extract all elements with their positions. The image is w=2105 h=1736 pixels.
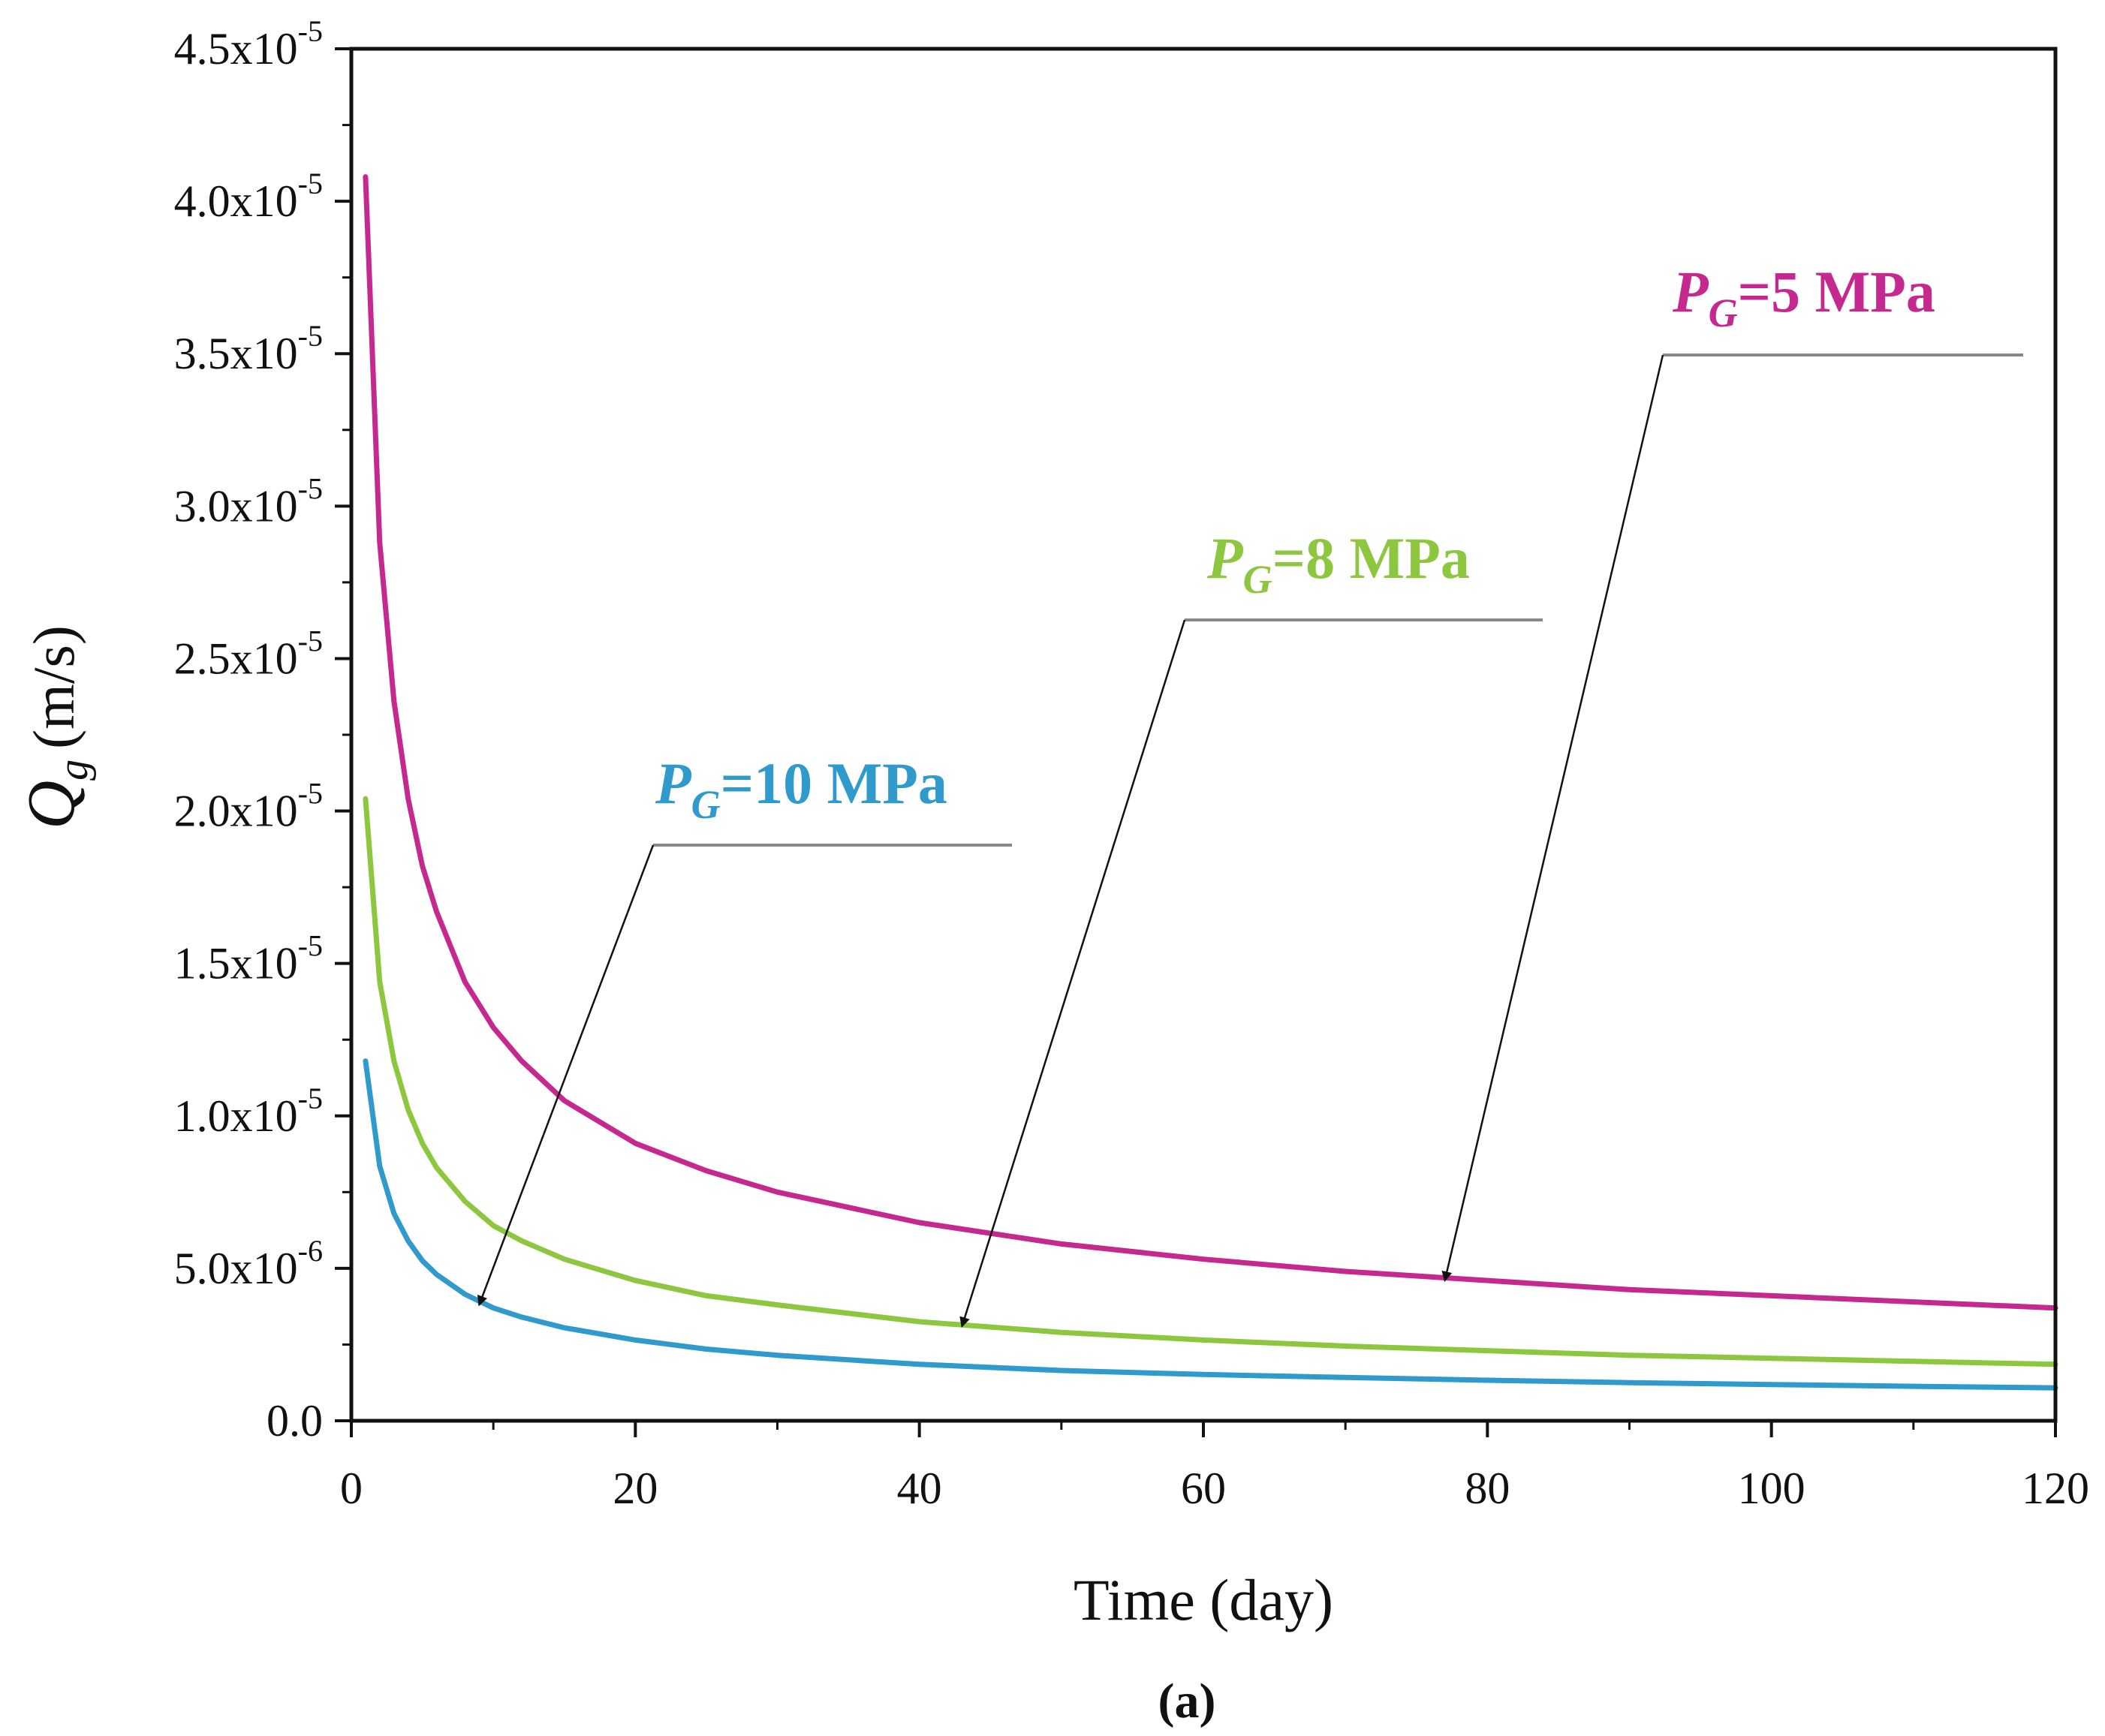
x-tick-label: 20 [613,1464,658,1513]
y-tick-exponent: -5 [298,929,323,963]
y-tick-mantissa: 3.0x10 [174,481,298,531]
series-line-3 [363,1058,2058,1391]
y-tick-mantissa: 2.5x10 [174,633,298,683]
y-tick-label: 2.5x10-5 [174,624,323,683]
annotation-label: PG=8 MPa [1206,525,1470,602]
series-line-2 [363,796,2058,1367]
y-tick-exponent: -5 [298,471,323,505]
y-tick-exponent: -5 [298,167,323,200]
annotation-arrow [959,619,1186,1328]
y-tick-mantissa: 5.0x10 [174,1244,298,1293]
annotation-3: PG=10 MPa [477,751,1012,1307]
annotation-1: PG=5 MPa [1441,259,2023,1283]
annotation-subscript: G [1709,290,1738,335]
y-axis-title: Qg (m/s) [14,625,97,829]
figure-caption: (a) [1158,1674,1216,1728]
x-tick-label: 80 [1465,1464,1510,1513]
y-axis-symbol: Q [14,781,89,829]
x-tick-label: 40 [897,1464,942,1513]
annotation-label: PG=5 MPa [1672,259,1935,335]
annotation-subscript: G [1243,557,1272,602]
y-axis-subscript: g [50,760,97,781]
annotation-arrow [477,844,655,1307]
y-tick-exponent: -6 [298,1234,323,1268]
annotation-value: =10 MPa [721,751,947,816]
x-tick-label: 0 [340,1464,363,1513]
svg-text:Qg(m/s): Qg (m/s) [14,625,97,829]
y-tick-mantissa: 4.5x10 [174,24,298,74]
y-tick-exponent: -5 [298,624,323,657]
y-tick-label: 3.0x10-5 [174,471,323,531]
annotation-2: PG=8 MPa [959,525,1543,1328]
x-axis-title: Time (day) [1074,1567,1333,1632]
y-tick-mantissa: 3.5x10 [174,329,298,378]
y-tick-label: 4.5x10-5 [174,14,323,74]
y-tick-label: 2.0x10-5 [174,777,323,836]
x-tick-label: 120 [2022,1464,2089,1513]
y-tick-label: 5.0x10-6 [174,1234,323,1293]
y-tick-label: 3.5x10-5 [174,319,323,378]
ticks-layer: 0 20 40 60 80 100 1200.05.0x10-61.0x10-51.5x10… [174,14,2089,1513]
y-tick-mantissa: 2.0x10 [174,787,298,836]
annotation-symbol: P [1672,259,1709,324]
x-tick-label: 60 [1181,1464,1226,1513]
y-tick-mantissa: 4.0x10 [174,176,298,226]
annotation-arrow [1441,354,1664,1283]
annotation-symbol: P [655,751,692,816]
y-tick-label: 1.5x10-5 [174,929,323,988]
annotation-value: =5 MPa [1738,259,1935,324]
y-tick-label: 4.0x10-5 [174,167,323,226]
x-tick-label: 100 [1738,1464,1805,1513]
y-tick-mantissa: 1.5x10 [174,939,298,988]
annotation-label: PG=10 MPa [655,751,947,827]
y-axis-unit: (m/s) [21,625,86,749]
y-tick-exponent: -5 [298,777,323,811]
annotation-symbol: P [1206,525,1244,591]
plot-frame [349,47,2058,1423]
y-tick-exponent: -5 [298,14,323,48]
annotation-value: =8 MPa [1272,525,1470,591]
y-tick-mantissa: 0.0 [267,1396,323,1446]
annotation-subscript: G [691,782,721,827]
y-tick-label: 0.0 [267,1396,323,1446]
y-tick-exponent: -5 [298,319,323,353]
series-layer [363,174,2058,1391]
y-tick-exponent: -5 [298,1082,323,1115]
y-tick-label: 1.0x10-5 [174,1082,323,1141]
y-tick-mantissa: 1.0x10 [174,1091,298,1141]
series-line-1 [363,174,2058,1311]
